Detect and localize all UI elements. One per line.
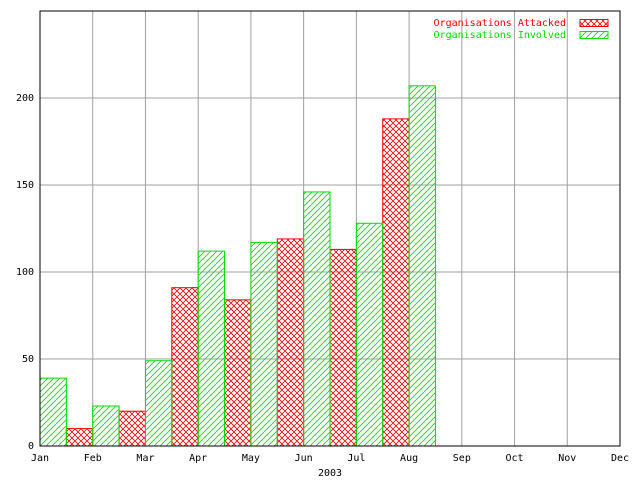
bar	[65, 428, 94, 447]
bar	[250, 241, 278, 447]
bar	[39, 377, 67, 447]
x-tick-label: Apr	[189, 453, 207, 464]
y-tick-label: 0	[28, 441, 34, 452]
x-axis-label: 2003	[318, 468, 342, 479]
y-tick-label: 50	[22, 354, 34, 365]
y-tick-label: 150	[16, 180, 34, 191]
x-tick-label: Dec	[611, 453, 629, 464]
x-tick-label: Aug	[400, 453, 418, 464]
y-tick-label: 200	[16, 93, 34, 104]
x-tick-label: Sep	[453, 453, 471, 464]
bar	[171, 287, 199, 447]
x-tick-label: Mar	[136, 453, 154, 464]
bar	[144, 360, 173, 447]
bar	[118, 410, 146, 447]
bar	[197, 250, 226, 447]
x-tick-label: May	[242, 453, 260, 464]
legend-swatch	[579, 31, 609, 39]
x-tick-label: Feb	[84, 453, 102, 464]
bar	[355, 222, 384, 447]
bar	[224, 299, 252, 447]
plot-frame	[39, 10, 621, 447]
bar	[408, 85, 436, 447]
bar	[276, 238, 305, 447]
bar	[329, 248, 357, 447]
bar	[303, 191, 331, 447]
legend-label: Organisations Involved	[434, 30, 566, 41]
legend-label: Organisations Attacked	[434, 18, 566, 29]
bar	[92, 405, 120, 447]
x-tick-label: Oct	[506, 453, 524, 464]
x-tick-label: Nov	[558, 453, 576, 464]
legend-swatch	[579, 19, 609, 27]
x-tick-label: Jun	[295, 453, 313, 464]
x-tick-label: Jan	[31, 453, 49, 464]
bar	[382, 118, 410, 447]
y-tick-label: 100	[16, 267, 34, 278]
x-tick-label: Jul	[347, 453, 365, 464]
